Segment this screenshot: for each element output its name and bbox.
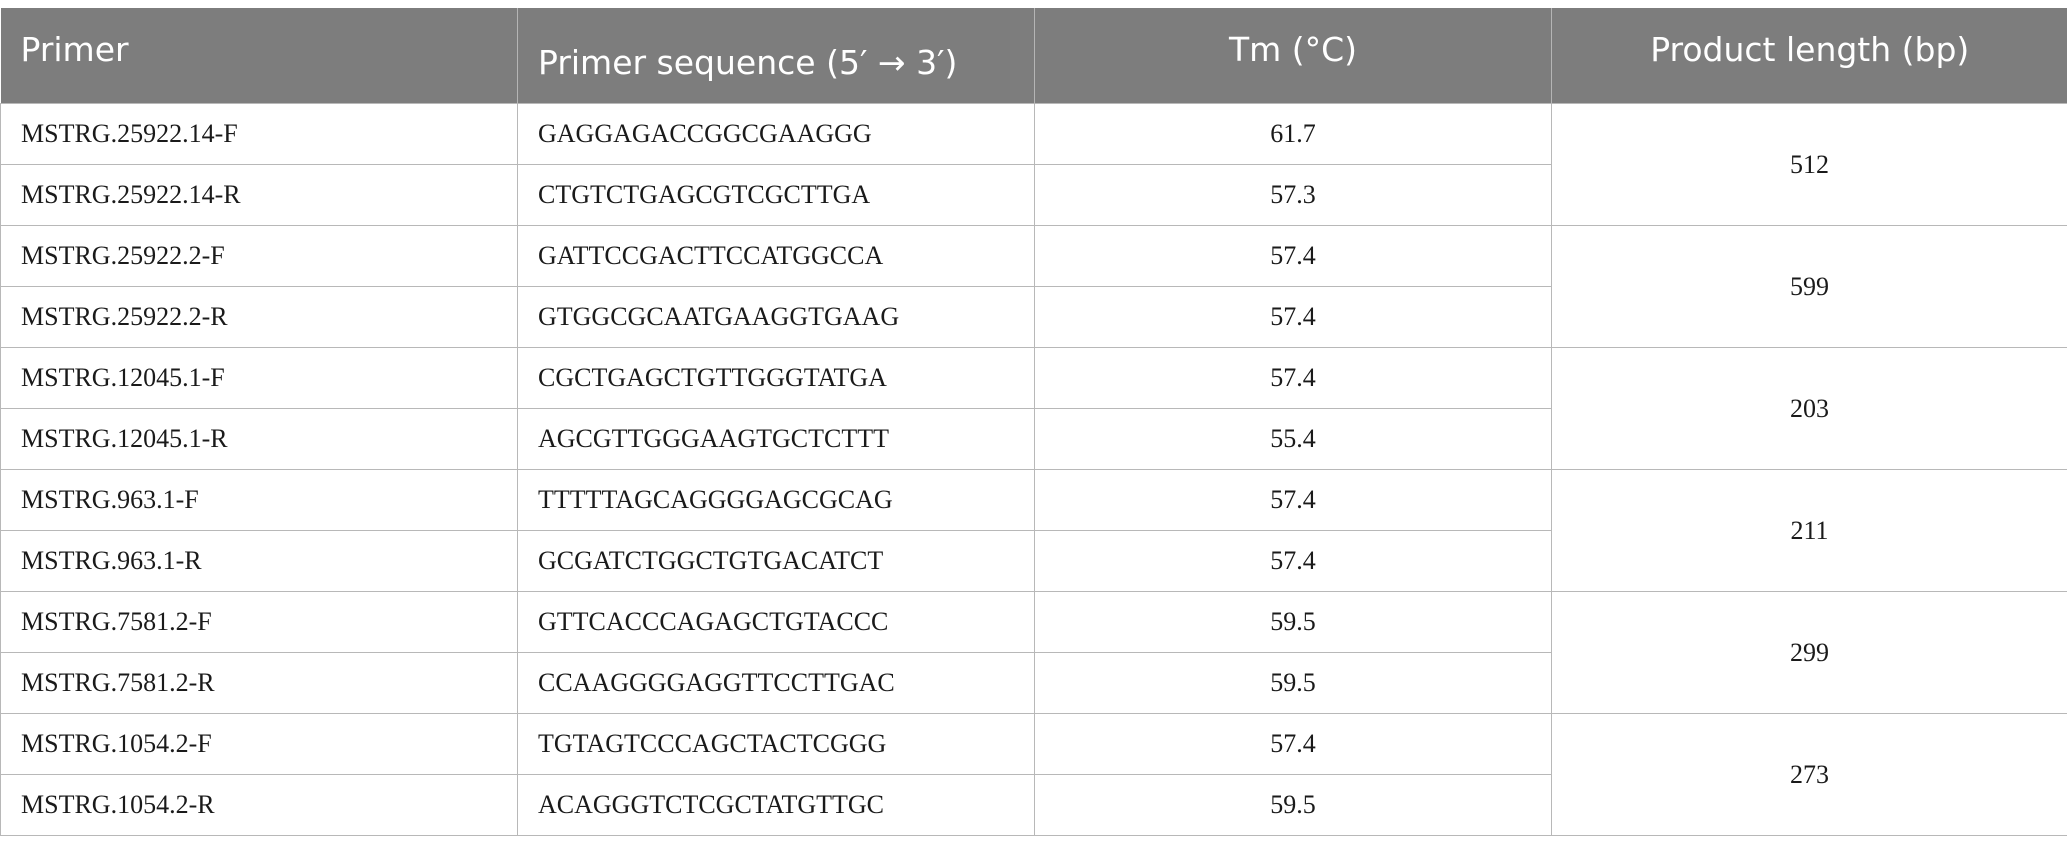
- cell-primer: MSTRG.25922.2-F: [0, 225, 518, 287]
- primer-table: Primer Primer sequence (5′ → 3′) Tm (°C)…: [0, 8, 2067, 836]
- cell-sequence: CGCTGAGCTGTTGGGTATGA: [517, 347, 1035, 409]
- table-row: MSTRG.1054.2-F TGTAGTCCCAGCTACTCGGG 57.4 27…: [0, 713, 2067, 836]
- table-row: MSTRG.7581.2-R CCAAGGGGAGGTTCCTTGAC 59.5: [0, 652, 2067, 714]
- header-primer: Primer: [0, 8, 518, 104]
- table-row: MSTRG.25922.14-F GAGGAGACCGGCGAAGGG 61.7 51…: [0, 103, 2067, 226]
- table-row: MSTRG.963.1-R GCGATCTGGCTGTGACATCT 57.4: [0, 530, 2067, 592]
- cell-tm: 57.3: [1034, 164, 1552, 226]
- cell-sequence: GTTCACCCAGAGCTGTACCC: [517, 591, 1035, 653]
- cell-tm: 59.5: [1034, 652, 1552, 714]
- cell-product-length: 599: [1551, 225, 2067, 348]
- cell-tm: 61.7: [1034, 103, 1552, 165]
- cell-primer: MSTRG.1054.2-R: [0, 774, 518, 836]
- cell-product-length: 211: [1551, 469, 2067, 592]
- cell-tm: 59.5: [1034, 774, 1552, 836]
- cell-sequence: TTTTTAGCAGGGGAGCGCAG: [517, 469, 1035, 531]
- cell-tm: 59.5: [1034, 591, 1552, 653]
- cell-sequence: TGTAGTCCCAGCTACTCGGG: [517, 713, 1035, 775]
- cell-product-length: 512: [1551, 103, 2067, 226]
- cell-sequence: CCAAGGGGAGGTTCCTTGAC: [517, 652, 1035, 714]
- table-row: MSTRG.1054.2-R ACAGGGTCTCGCTATGTTGC 59.5: [0, 774, 2067, 836]
- header-tm: Tm (°C): [1034, 8, 1552, 104]
- cell-primer: MSTRG.25922.14-F: [0, 103, 518, 165]
- cell-tm: 57.4: [1034, 530, 1552, 592]
- cell-product-length: 299: [1551, 591, 2067, 714]
- table-row: MSTRG.7581.2-F GTTCACCCAGAGCTGTACCC 59.5 29…: [0, 591, 2067, 714]
- cell-tm: 55.4: [1034, 408, 1552, 470]
- cell-sequence: GAGGAGACCGGCGAAGGG: [517, 103, 1035, 165]
- cell-tm: 57.4: [1034, 713, 1552, 775]
- cell-product-length: 273: [1551, 713, 2067, 836]
- cell-sequence: GTGGCGCAATGAAGGTGAAG: [517, 286, 1035, 348]
- cell-primer: MSTRG.7581.2-F: [0, 591, 518, 653]
- cell-sequence: AGCGTTGGGAAGTGCTCTTT: [517, 408, 1035, 470]
- cell-sequence: CTGTCTGAGCGTCGCTTGA: [517, 164, 1035, 226]
- header-primer-sequence: Primer sequence (5′ → 3′): [517, 8, 1035, 104]
- table-row: MSTRG.963.1-F TTTTTAGCAGGGGAGCGCAG 57.4 211: [0, 469, 2067, 592]
- cell-tm: 57.4: [1034, 347, 1552, 409]
- cell-tm: 57.4: [1034, 225, 1552, 287]
- cell-tm: 57.4: [1034, 469, 1552, 531]
- cell-sequence: ACAGGGTCTCGCTATGTTGC: [517, 774, 1035, 836]
- cell-primer: MSTRG.7581.2-R: [0, 652, 518, 714]
- cell-primer: MSTRG.25922.2-R: [0, 286, 518, 348]
- table-row: MSTRG.25922.2-F GATTCCGACTTCCATGGCCA 57.4 5…: [0, 225, 2067, 348]
- cell-primer: MSTRG.963.1-F: [0, 469, 518, 531]
- cell-primer: MSTRG.963.1-R: [0, 530, 518, 592]
- cell-product-length: 203: [1551, 347, 2067, 470]
- cell-primer: MSTRG.12045.1-R: [0, 408, 518, 470]
- cell-primer: MSTRG.25922.14-R: [0, 164, 518, 226]
- header-product-length: Product length (bp): [1551, 8, 2067, 104]
- table-row: MSTRG.12045.1-F CGCTGAGCTGTTGGGTATGA 57.4 2…: [0, 347, 2067, 470]
- cell-primer: MSTRG.12045.1-F: [0, 347, 518, 409]
- header-row: Primer Primer sequence (5′ → 3′) Tm (°C)…: [0, 8, 2067, 104]
- cell-sequence: GCGATCTGGCTGTGACATCT: [517, 530, 1035, 592]
- table-row: MSTRG.25922.14-R CTGTCTGAGCGTCGCTTGA 57.3: [0, 164, 2067, 226]
- table-body: MSTRG.25922.14-F GAGGAGACCGGCGAAGGG 61.7 51…: [0, 103, 2067, 836]
- cell-tm: 57.4: [1034, 286, 1552, 348]
- cell-sequence: GATTCCGACTTCCATGGCCA: [517, 225, 1035, 287]
- cell-primer: MSTRG.1054.2-F: [0, 713, 518, 775]
